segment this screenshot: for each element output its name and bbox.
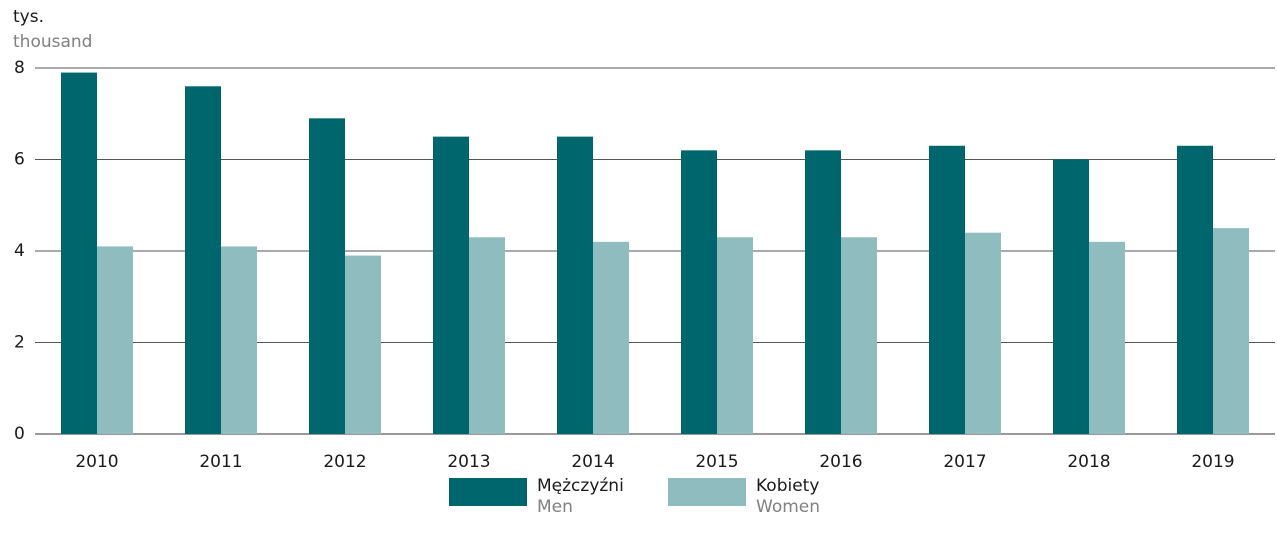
legend-label-en: Women [756,497,820,517]
y-tick-label: 6 [14,150,25,170]
bar [61,72,97,434]
x-tick-label: 2011 [199,452,242,472]
bar [185,86,221,435]
bar [681,150,717,434]
legend-swatch [668,478,746,506]
bar [309,118,345,434]
legend-label-en: Men [537,497,573,517]
bar [221,246,257,434]
bar [557,136,593,434]
bar [805,150,841,434]
bar [1213,228,1249,434]
legend-swatch [449,478,527,506]
x-tick-label: 2017 [943,452,986,472]
bar [345,255,381,434]
bar [469,237,505,434]
y-tick-label: 2 [14,333,25,353]
x-tick-label: 2010 [75,452,118,472]
y-tick-label: 0 [14,424,25,444]
bar [717,237,753,434]
x-tick-label: 2014 [571,452,614,472]
x-tick-label: 2012 [323,452,366,472]
bar [929,145,965,434]
y-axis-label: tys. [13,7,44,27]
bar [965,232,1001,434]
legend-label: Kobiety [756,476,819,496]
bar [1053,159,1089,434]
bar [97,246,133,434]
x-tick-label: 2013 [447,452,490,472]
bar [433,136,469,434]
y-tick-label: 4 [14,241,25,261]
bar [1177,145,1213,434]
x-tick-label: 2015 [695,452,738,472]
bar [1089,241,1125,434]
y-tick-label: 8 [14,58,25,78]
x-tick-label: 2016 [819,452,862,472]
bar [593,241,629,434]
bar [841,237,877,434]
x-tick-label: 2018 [1067,452,1110,472]
x-tick-label: 2019 [1191,452,1234,472]
y-axis-label-en: thousand [13,32,92,52]
legend-label: Mężczyźni [537,476,624,496]
